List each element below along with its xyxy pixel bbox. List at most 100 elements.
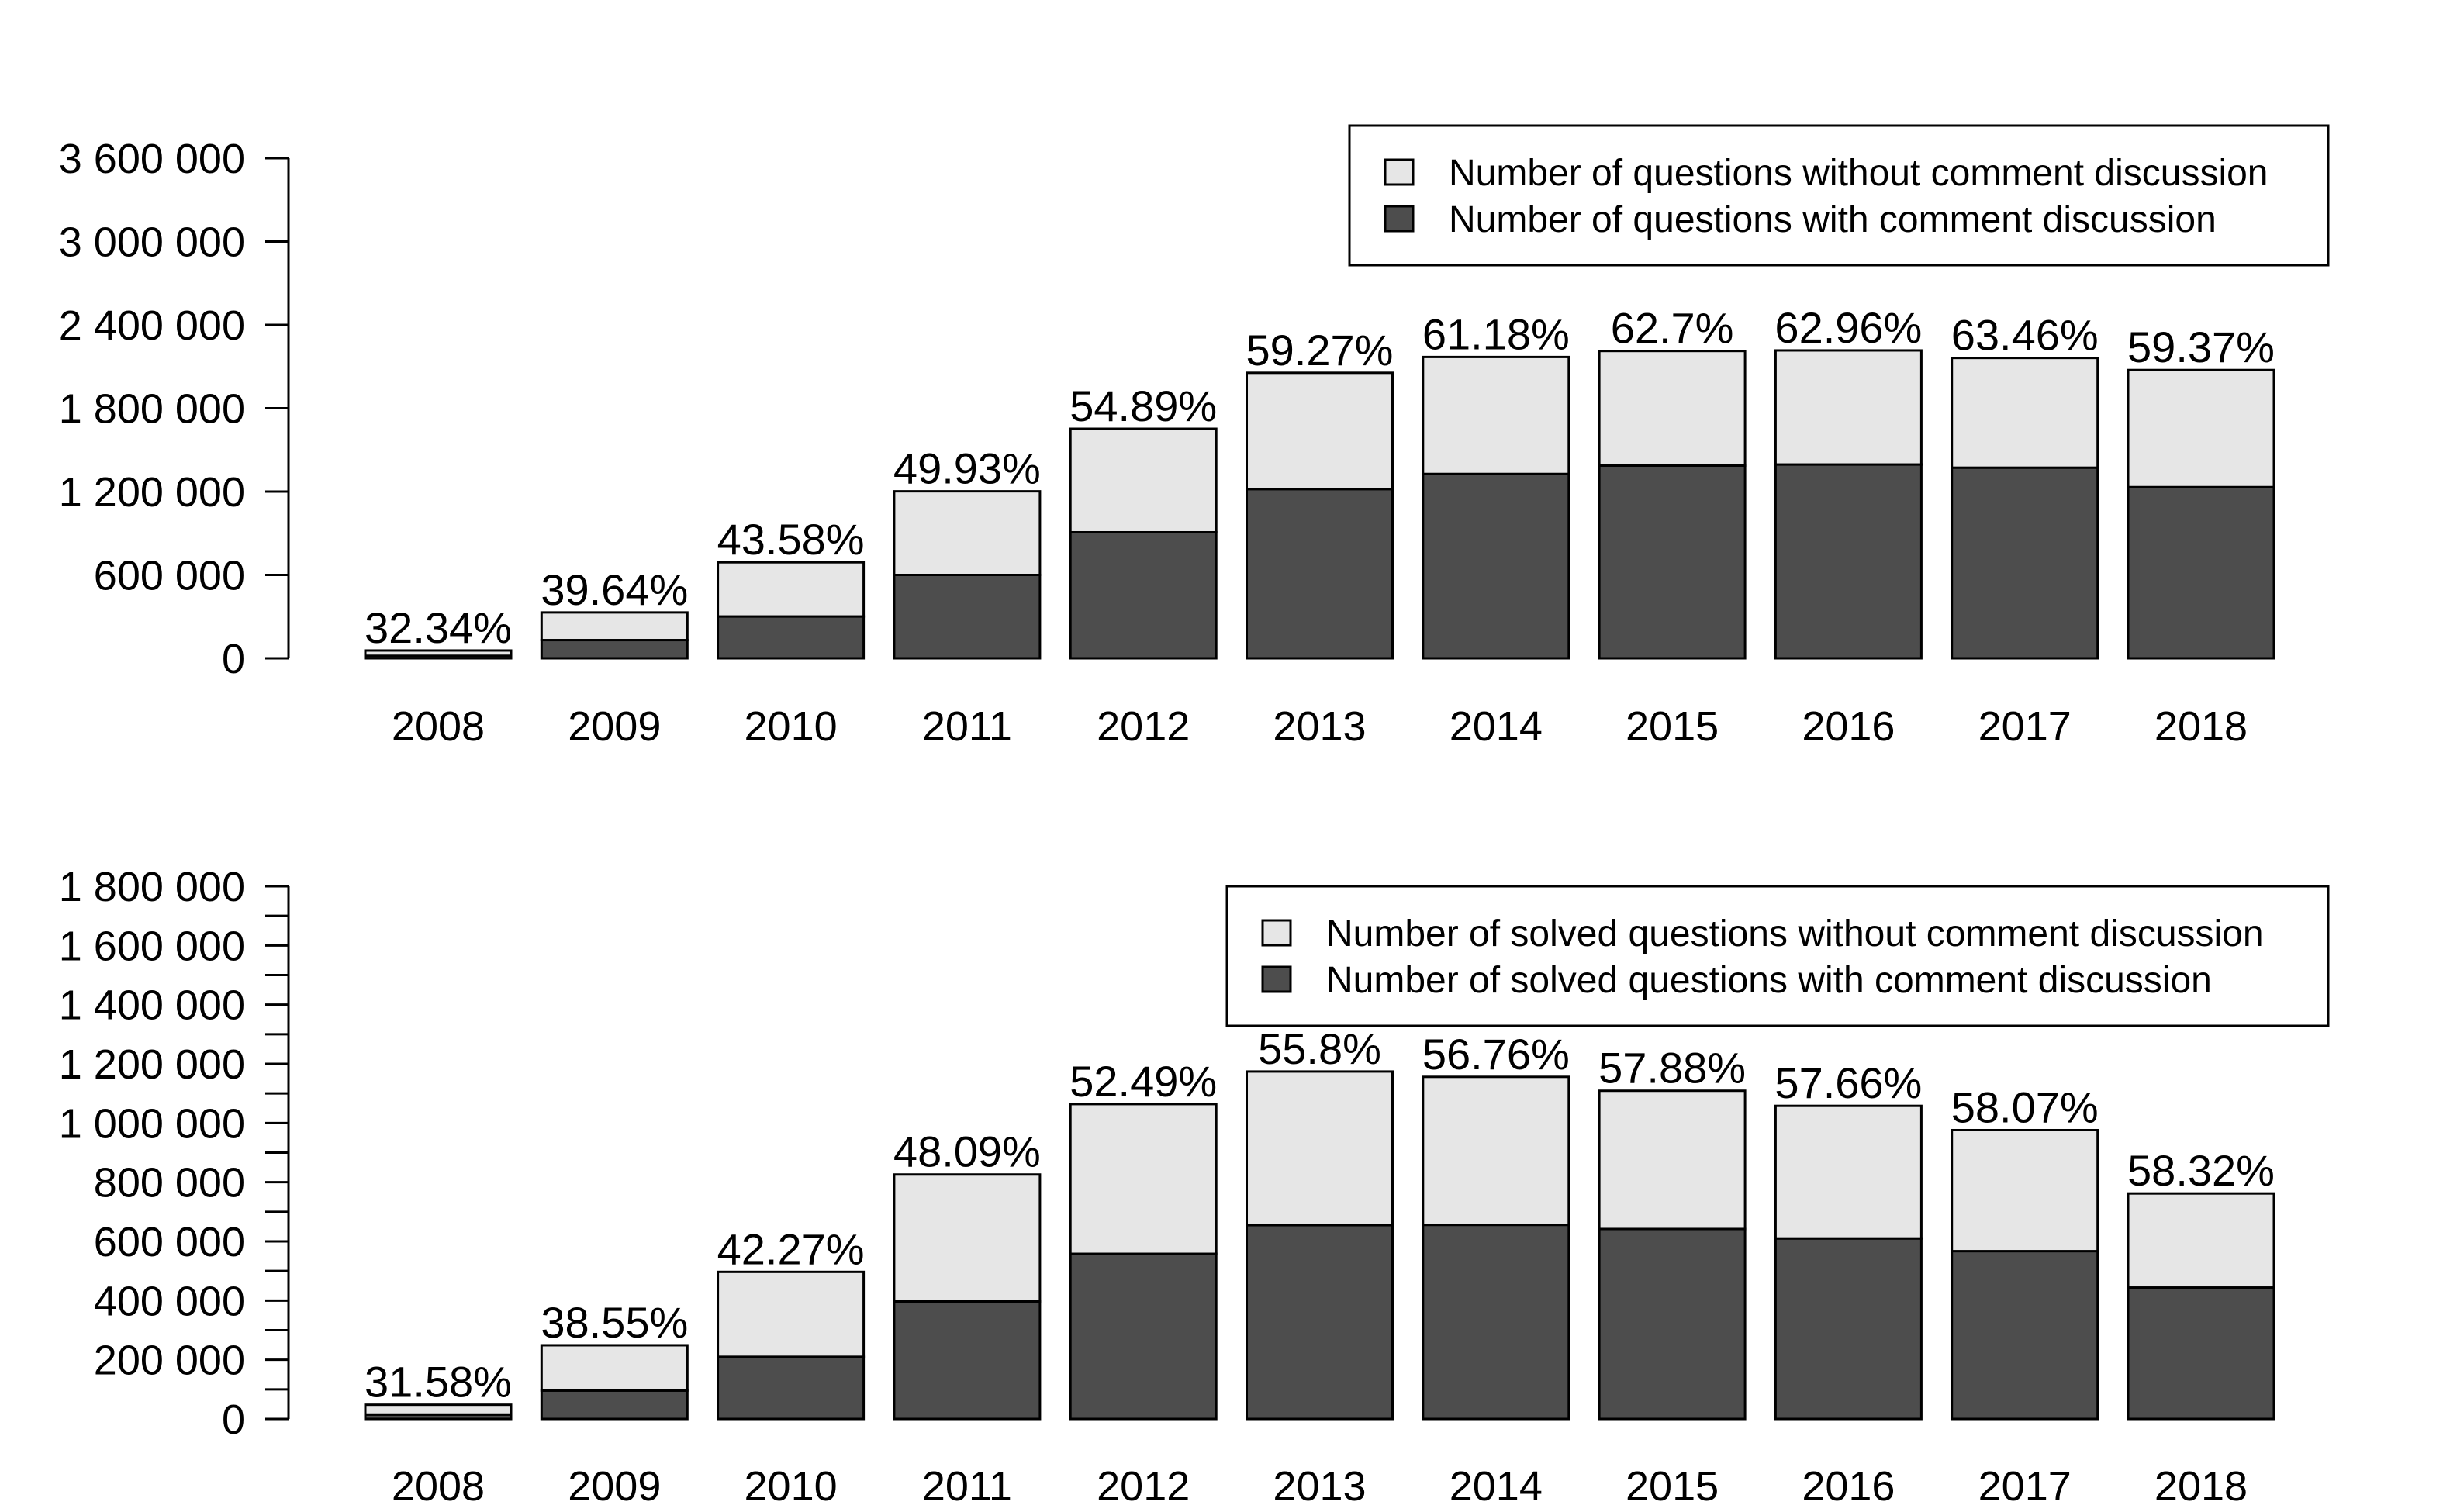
bar-segment-2015-with-comment	[1598, 464, 1747, 660]
bar-percent-label-2009: 39.64%	[541, 565, 688, 614]
x-tick-label-2009: 2009	[568, 703, 661, 750]
bar-segment-2017-with-comment	[1951, 466, 2099, 660]
bar-percent-label-2013: 55.8%	[1258, 1024, 1381, 1073]
bar-percent-label-2013: 59.27%	[1246, 326, 1394, 375]
legend-swatch	[1384, 158, 1415, 186]
bar-segment-2011-without-comment	[893, 490, 1042, 576]
bar-segment-2014-without-comment	[1422, 1075, 1570, 1227]
bar-percent-label-2016: 62.96%	[1774, 303, 1922, 352]
x-tick-label-2011: 2011	[922, 1463, 1012, 1510]
bar-segment-2010-without-comment	[717, 561, 866, 618]
x-tick-label-2008: 2008	[392, 703, 485, 750]
bar-segment-2013-with-comment	[1246, 488, 1394, 660]
y-tick-label: 2 400 000	[59, 302, 245, 349]
bar-segment-2009-with-comment	[540, 639, 689, 660]
bar-percent-label-2014: 61.18%	[1422, 309, 1570, 358]
bar-percent-label-2010: 43.58%	[717, 515, 865, 564]
bar-percent-label-2014: 56.76%	[1422, 1030, 1570, 1079]
y-tick-label: 3 000 000	[59, 219, 245, 266]
y-tick-label: 1 800 000	[59, 386, 245, 433]
bar-percent-label-2015: 62.7%	[1611, 304, 1734, 353]
x-tick-label-2017: 2017	[1978, 703, 2072, 750]
bar-segment-2018-without-comment	[2127, 1192, 2275, 1289]
bar-segment-2011-with-comment	[893, 574, 1042, 660]
bar-percent-label-2012: 52.49%	[1069, 1057, 1217, 1106]
bar-segment-2012-without-comment	[1069, 1103, 1218, 1255]
x-tick-label-2010: 2010	[745, 1463, 838, 1510]
bar-percent-label-2009: 38.55%	[541, 1298, 688, 1347]
legend-label: Number of questions without comment disc…	[1449, 153, 2268, 194]
bar-segment-2010-with-comment	[717, 1355, 866, 1421]
bar-segment-2018-without-comment	[2127, 368, 2275, 488]
bar-segment-2008-without-comment	[364, 1403, 513, 1416]
bar-segment-2014-without-comment	[1422, 355, 1570, 475]
bar-segment-2016-with-comment	[1774, 463, 1923, 660]
bar-percent-label-2015: 57.88%	[1598, 1044, 1746, 1093]
bar-segment-2014-with-comment	[1422, 1224, 1570, 1421]
x-tick-label-2016: 2016	[1802, 1463, 1895, 1510]
chart-panel-1: 0 600 000 1 200 000 1 800 000 2 400 000 3 000…	[59, 124, 2330, 750]
y-tick-label: 3 600 000	[59, 136, 245, 182]
bar-percent-label-2010: 42.27%	[717, 1224, 865, 1273]
x-tick-label-2018: 2018	[2154, 703, 2248, 750]
bar-percent-label-2012: 54.89%	[1069, 381, 1217, 430]
bar-segment-2010-with-comment	[717, 615, 866, 660]
legend-swatch	[1384, 205, 1415, 233]
y-tick-label: 0	[222, 636, 245, 682]
bar-segment-2009-with-comment	[540, 1389, 689, 1421]
legend-box	[1348, 124, 2330, 267]
legend-swatch	[1261, 965, 1292, 993]
bar-percent-label-2016: 57.66%	[1774, 1058, 1922, 1107]
bar-segment-2017-with-comment	[1951, 1250, 2099, 1421]
bar-segment-2014-with-comment	[1422, 472, 1570, 660]
y-tick-label: 1 800 000	[59, 864, 245, 910]
legend-swatch	[1261, 919, 1292, 947]
x-tick-label-2015: 2015	[1626, 703, 1719, 750]
x-tick-label-2018: 2018	[2154, 1463, 2248, 1510]
bar-segment-2013-without-comment	[1246, 371, 1394, 491]
bar-segment-2018-with-comment	[2127, 1286, 2275, 1421]
x-tick-label-2014: 2014	[1450, 703, 1543, 750]
bar-segment-2015-without-comment	[1598, 350, 1747, 467]
bar-percent-label-2011: 48.09%	[893, 1127, 1041, 1176]
y-tick-label: 600 000	[94, 553, 245, 599]
x-tick-label-2009: 2009	[568, 1463, 661, 1510]
y-tick-label: 1 200 000	[59, 1041, 245, 1088]
bar-segment-2012-with-comment	[1069, 1252, 1218, 1421]
bar-percent-label-2017: 63.46%	[1951, 311, 2099, 360]
x-tick-label-2011: 2011	[922, 703, 1012, 750]
bar-segment-2008-without-comment	[364, 649, 513, 658]
bar-segment-2015-with-comment	[1598, 1227, 1747, 1421]
bar-segment-2012-without-comment	[1069, 427, 1218, 533]
y-tick-label: 200 000	[94, 1338, 245, 1384]
bar-percent-label-2011: 49.93%	[893, 444, 1041, 493]
chart-panel-2: 0 200 000 400 000 600 000 800 000 1 000 000 1 …	[59, 864, 2330, 1510]
x-tick-label-2008: 2008	[392, 1463, 485, 1510]
bar-percent-label-2018: 59.37%	[2127, 323, 2275, 371]
y-tick-label: 600 000	[94, 1219, 245, 1265]
bar-segment-2017-without-comment	[1951, 1128, 2099, 1253]
bar-percent-label-2018: 58.32%	[2127, 1146, 2275, 1195]
bar-segment-2011-with-comment	[893, 1300, 1042, 1421]
bar-segment-2018-with-comment	[2127, 485, 2275, 660]
bar-segment-2009-without-comment	[540, 611, 689, 642]
x-tick-label-2016: 2016	[1802, 703, 1895, 750]
y-tick-label: 1 400 000	[59, 982, 245, 1029]
legend: Number of questions without comment disc…	[1348, 124, 2330, 267]
y-tick-label: 1 200 000	[59, 469, 245, 516]
bar-segment-2016-without-comment	[1774, 349, 1923, 466]
y-tick-label: 1 600 000	[59, 923, 245, 969]
bar-segment-2016-with-comment	[1774, 1237, 1923, 1421]
x-tick-label-2012: 2012	[1097, 1463, 1190, 1510]
bar-segment-2017-without-comment	[1951, 357, 2099, 469]
y-tick-label: 1 000 000	[59, 1100, 245, 1147]
y-tick-label: 400 000	[94, 1278, 245, 1324]
bar-percent-label-2017: 58.07%	[1951, 1082, 2099, 1131]
bar-segment-2009-without-comment	[540, 1344, 689, 1392]
legend: Number of solved questions without comme…	[1225, 885, 2330, 1027]
legend-label: Number of questions with comment discuss…	[1449, 199, 2217, 240]
x-tick-label-2013: 2013	[1273, 703, 1366, 750]
legend-label: Number of solved questions with comment …	[1326, 960, 2212, 1001]
x-tick-label-2013: 2013	[1273, 1463, 1366, 1510]
